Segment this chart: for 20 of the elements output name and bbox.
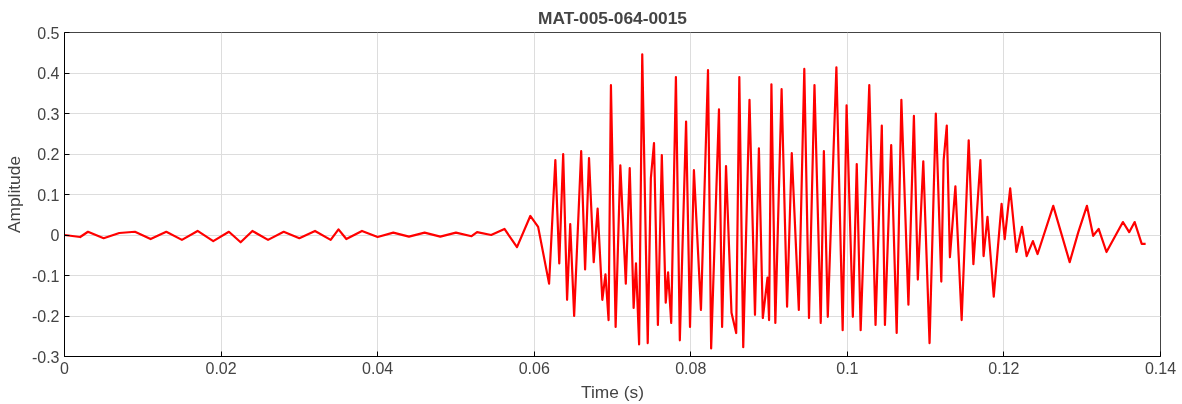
y-tick-label: 0.4: [37, 65, 60, 82]
y-tick-label: 0.5: [37, 24, 60, 42]
x-tick-label: 0.1: [836, 359, 859, 377]
y-tick-label: 0: [50, 227, 60, 244]
x-tick-label: 0.12: [988, 359, 1020, 377]
y-tick-label: 0.3: [37, 105, 60, 123]
y-tick-label: -0.2: [31, 308, 60, 325]
line-series: [64, 53, 1147, 350]
x-tick-label: 0.14: [1144, 359, 1177, 377]
x-tick-label: 0.02: [205, 359, 237, 377]
x-tick-label: 0.06: [518, 359, 550, 377]
y-axis-title: Amplitude: [3, 155, 24, 234]
y-tick-label: -0.3: [31, 348, 60, 366]
y-tick-label: 0.2: [37, 146, 60, 163]
x-tick-label: 0.08: [675, 359, 707, 377]
chart-title: MAT-005-064-0015: [538, 7, 688, 28]
y-tick-label: 0.1: [37, 186, 60, 204]
y-tick-label: -0.1: [31, 267, 60, 285]
x-axis-title: Time (s): [581, 381, 644, 402]
x-tick-label: 0.04: [362, 359, 394, 377]
